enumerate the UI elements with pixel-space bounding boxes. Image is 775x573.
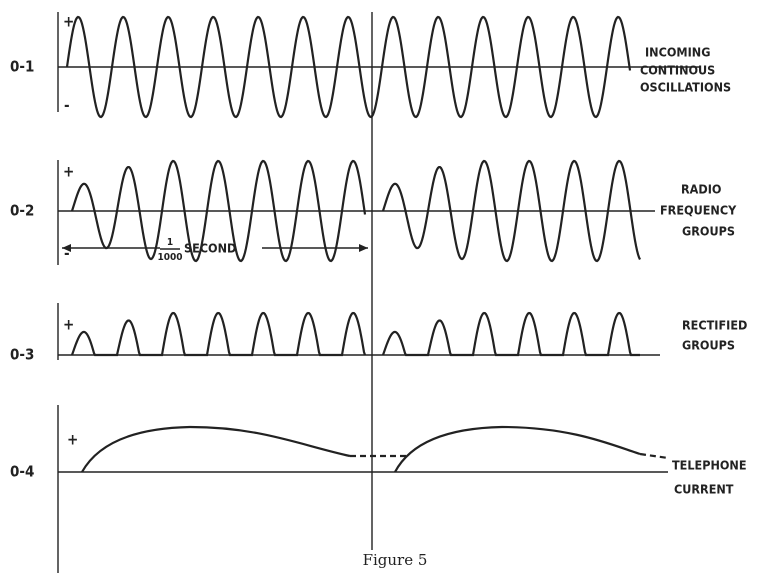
caption: RADIO [681,182,721,197]
caption: RECTIFIED [682,318,747,333]
figure-caption: Figure 5 [363,551,428,569]
rectified-group [381,311,640,357]
plus: + [63,163,74,181]
caption: TELEPHONE [672,458,747,473]
caption: FREQUENCY [660,203,737,218]
rectified-group [70,311,367,357]
caption: INCOMING [645,45,710,60]
plus: + [63,13,74,31]
oscillation-wave [65,15,632,119]
caption: GROUPS [682,338,735,353]
caption: GROUPS [682,224,735,239]
caption: OSCILLATIONS [640,80,731,95]
rf-group [381,159,641,263]
row-label: 0-3 [10,346,34,364]
row-label: 0-2 [10,202,34,220]
current-curve-dashed [639,452,669,460]
current-curve [394,425,641,473]
plus: + [63,316,74,334]
current-curve [81,425,351,473]
minus: - [64,97,70,115]
row-label: 0-1 [10,58,34,76]
interval-unit: SECOND [184,241,236,256]
rf-group [70,159,367,263]
fraction-numerator: 1 [167,237,173,248]
caption: CONTINOUS [640,63,715,78]
minus: - [64,245,70,263]
row-label: 0-4 [10,463,34,481]
fraction-denominator: 1000 [157,252,182,263]
caption: CURRENT [674,482,734,497]
plus: + [67,431,78,449]
